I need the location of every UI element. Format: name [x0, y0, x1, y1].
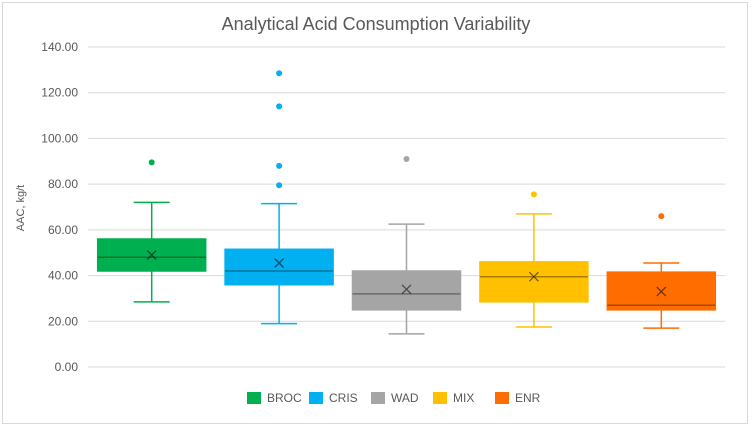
mean-marker — [528, 271, 539, 282]
legend-label: CRIS — [329, 391, 358, 405]
legend-swatch — [309, 392, 323, 404]
mean-marker — [401, 284, 412, 295]
chart-frame — [2, 2, 748, 424]
legend-swatch — [495, 392, 509, 404]
legend-item-mix: MIX — [433, 391, 474, 405]
legend-item-cris: CRIS — [309, 391, 358, 405]
iqr-box — [224, 248, 334, 286]
y-axis-title: AAC, kg/t — [15, 185, 27, 231]
outlier-point — [403, 156, 410, 162]
box-mix — [479, 191, 589, 328]
y-tick-label: 20.00 — [48, 314, 78, 328]
outlier-point — [276, 182, 283, 189]
y-tick-label: 0.00 — [55, 360, 79, 374]
legend-swatch — [371, 392, 385, 404]
gridlines — [88, 46, 725, 368]
outlier-point — [276, 70, 283, 77]
iqr-box — [479, 261, 589, 303]
mean-marker — [274, 258, 285, 268]
legend-item-wad: WAD — [371, 391, 419, 405]
y-tick-label: 140.00 — [41, 40, 78, 54]
y-tick-label: 120.00 — [41, 86, 78, 100]
box-series — [96, 70, 717, 335]
legend-label: MIX — [453, 391, 474, 405]
box-cris — [224, 70, 334, 325]
iqr-box — [351, 270, 462, 311]
legend: BROC CRIS WAD MIX ENR — [247, 391, 541, 405]
box-wad — [351, 156, 462, 335]
legend-swatch — [247, 392, 261, 404]
mean-marker — [656, 286, 667, 297]
outlier-point — [148, 159, 155, 166]
mean-marker — [146, 250, 157, 260]
legend-item-enr: ENR — [495, 391, 541, 405]
legend-label: ENR — [515, 391, 541, 405]
y-axis-ticks: 0.00 20.00 40.00 60.00 80.00 100.00 120.00 140.… — [41, 40, 78, 374]
chart-title: Analytical Acid Consumption Variability — [222, 14, 531, 34]
y-tick-label: 40.00 — [48, 269, 78, 283]
y-tick-label: 100.00 — [41, 131, 78, 145]
outlier-point — [276, 103, 283, 110]
y-tick-label: 80.00 — [48, 177, 78, 191]
legend-item-broc: BROC — [247, 391, 302, 405]
legend-swatch — [433, 392, 447, 404]
box-enr — [606, 213, 717, 329]
outlier-point — [276, 162, 283, 169]
outlier-point — [530, 191, 537, 198]
legend-label: BROC — [267, 391, 302, 405]
outlier-point — [658, 213, 665, 220]
box-broc — [96, 159, 207, 303]
legend-label: WAD — [391, 391, 419, 405]
y-tick-label: 60.00 — [48, 223, 78, 237]
